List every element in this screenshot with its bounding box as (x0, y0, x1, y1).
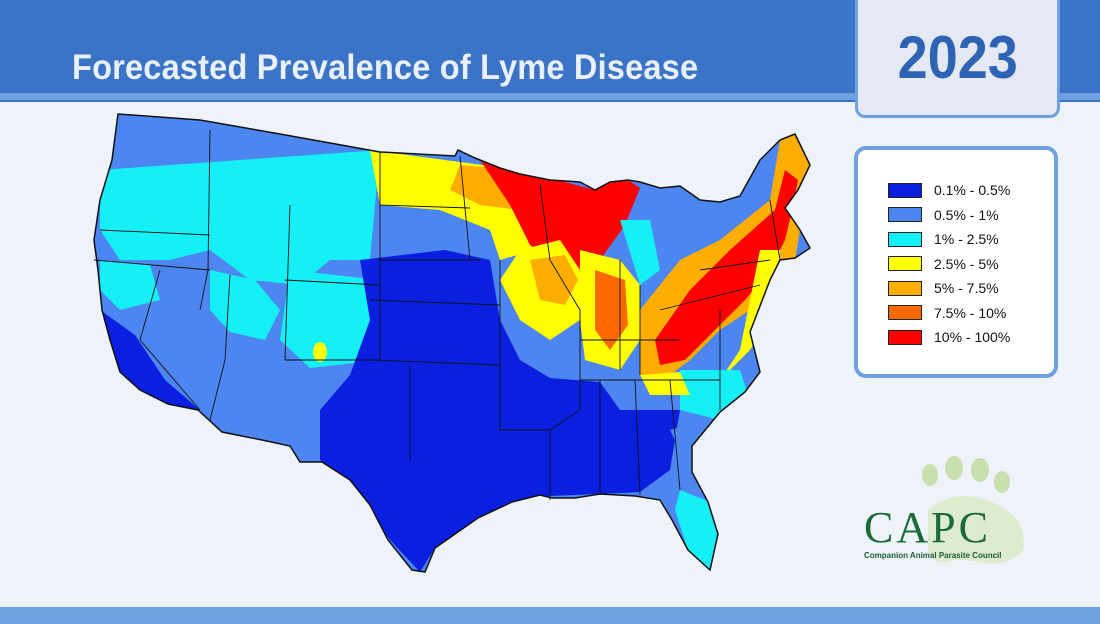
legend-swatch (888, 256, 922, 272)
footer-band (0, 607, 1100, 624)
page-title: Forecasted Prevalence of Lyme Disease (72, 48, 699, 87)
legend-label: 2.5% - 5% (934, 255, 999, 272)
legend: 0.1% - 0.5% 0.5% - 1% 1% - 2.5% 2.5% - 5… (854, 146, 1058, 378)
legend-label: 5% - 7.5% (934, 280, 999, 297)
legend-swatch (888, 329, 922, 345)
legend-label: 0.5% - 1% (934, 206, 999, 223)
capc-logo: CAPC Companion Animal Parasite Council (858, 450, 1058, 575)
legend-label: 10% - 100% (934, 329, 1011, 346)
logo-name: CAPC (864, 503, 991, 552)
legend-item: 0.5% - 1% (888, 203, 1054, 228)
us-prevalence-map (93, 113, 811, 573)
year-label: 2023 (897, 24, 1018, 91)
logo-subtitle: Companion Animal Parasite Council (864, 551, 1002, 560)
year-panel: 2023 (855, 0, 1060, 118)
legend-item: 1% - 2.5% (888, 227, 1054, 252)
legend-swatch (888, 280, 922, 296)
legend-item: 7.5% - 10% (888, 301, 1054, 326)
state-borders (93, 129, 781, 500)
legend-label: 1% - 2.5% (934, 231, 999, 248)
legend-item: 2.5% - 5% (888, 252, 1054, 277)
header-accent-line (0, 93, 1100, 100)
legend-item: 0.1% - 0.5% (888, 178, 1054, 203)
legend-label: 0.1% - 0.5% (934, 182, 1011, 199)
legend-swatch (888, 305, 922, 321)
legend-swatch (888, 182, 922, 198)
legend-label: 7.5% - 10% (934, 304, 1007, 321)
legend-item: 5% - 7.5% (888, 276, 1054, 301)
legend-swatch (888, 231, 922, 247)
paw-print-icon (922, 456, 1024, 564)
legend-item: 10% - 100% (888, 325, 1054, 350)
prevalence-regions (94, 114, 810, 572)
legend-swatch (888, 207, 922, 223)
